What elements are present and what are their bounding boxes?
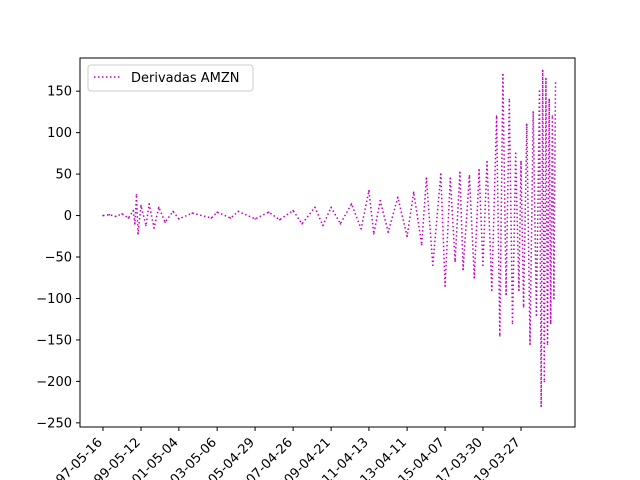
data-point (468, 174, 471, 177)
plot-frame (79, 57, 576, 428)
data-point (508, 98, 511, 101)
data-point (132, 209, 135, 212)
data-point (229, 217, 232, 219)
data-point (301, 223, 303, 225)
data-point (529, 343, 531, 345)
series-line (102, 69, 557, 408)
data-point (164, 221, 166, 223)
data-point (505, 293, 507, 296)
data-point (292, 209, 294, 212)
data-point (114, 215, 117, 218)
y-tick-label: −200 (36, 375, 72, 390)
data-point (546, 343, 549, 345)
data-point (522, 305, 525, 308)
data-point (137, 232, 139, 235)
data-point (420, 243, 423, 246)
data-point (330, 206, 332, 209)
data-point (172, 210, 174, 213)
data-point (486, 160, 488, 163)
data-point (191, 212, 194, 214)
y-tick-label: −50 (45, 251, 72, 266)
y-tick-label: 0 (64, 209, 72, 224)
data-point (145, 224, 147, 227)
data-point (350, 203, 353, 205)
data-point (440, 173, 442, 175)
data-point (490, 289, 493, 291)
legend-box (87, 64, 254, 92)
data-point (279, 218, 281, 221)
data-point (396, 196, 399, 199)
data-point (134, 223, 136, 225)
data-point (153, 227, 155, 229)
data-point (254, 218, 256, 220)
data-point (135, 194, 138, 196)
data-point (216, 211, 218, 214)
data-point (549, 322, 552, 325)
data-point (360, 228, 362, 230)
data-point (541, 69, 544, 72)
data-point (473, 276, 476, 279)
data-point (372, 232, 375, 235)
y-tick-label: −100 (36, 292, 72, 307)
legend-label: Derivadas AMZN (131, 71, 240, 86)
data-point (454, 260, 456, 262)
data-point (545, 77, 547, 80)
data-point (518, 289, 520, 291)
data-point (127, 217, 130, 219)
data-point (210, 217, 213, 219)
data-point (462, 268, 464, 271)
data-point (406, 235, 408, 238)
y-tick-label: −250 (36, 416, 72, 431)
data-point (267, 211, 270, 214)
data-point (387, 231, 389, 233)
data-point (540, 405, 542, 408)
y-tick-label: 50 (55, 168, 72, 183)
legend: Derivadas AMZN (87, 64, 254, 92)
data-point (444, 285, 446, 287)
data-point (368, 189, 370, 192)
data-point (459, 171, 461, 174)
data-point (553, 297, 555, 300)
data-point (498, 334, 501, 337)
y-tick-label: 100 (47, 126, 72, 141)
data-point (538, 90, 541, 92)
data-point (535, 314, 538, 316)
data-point (502, 73, 504, 76)
data-point (482, 264, 484, 267)
series-layer (102, 69, 557, 408)
data-point (140, 204, 142, 207)
data-point (314, 206, 316, 209)
data-point (543, 380, 546, 383)
data-point (157, 206, 160, 209)
data-point (178, 218, 180, 220)
data-point (548, 98, 550, 101)
data-point (449, 177, 452, 180)
data-point (148, 203, 150, 205)
data-point (514, 152, 517, 155)
data-point (431, 264, 434, 267)
data-point (520, 160, 522, 163)
data-point (379, 199, 382, 202)
y-tick-label: −150 (36, 333, 72, 348)
data-point (102, 214, 104, 217)
data-point (322, 224, 324, 227)
data-point (554, 82, 557, 84)
data-point (425, 177, 428, 180)
data-point (525, 123, 528, 126)
data-point (121, 213, 123, 215)
data-point (237, 210, 240, 213)
data-point (532, 111, 534, 113)
data-point (412, 191, 415, 194)
data-point (511, 322, 514, 325)
y-tick-label: 150 (47, 85, 72, 100)
data-point (108, 213, 111, 216)
data-point (495, 115, 498, 117)
data-point (478, 169, 480, 171)
data-point (551, 115, 554, 117)
data-point (339, 223, 342, 225)
